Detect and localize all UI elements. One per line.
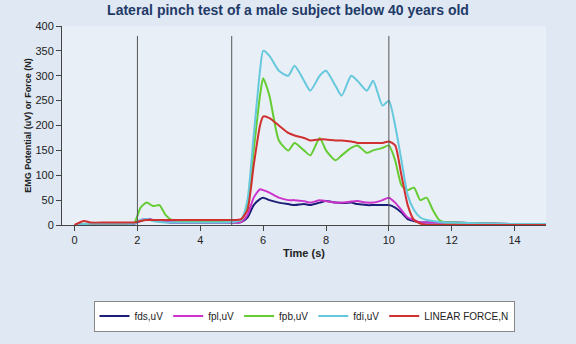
svg-text:fds,uV: fds,uV xyxy=(135,311,164,322)
svg-text:10: 10 xyxy=(383,234,395,246)
svg-text:Time (s): Time (s) xyxy=(283,247,325,259)
svg-text:350: 350 xyxy=(35,45,53,57)
svg-text:12: 12 xyxy=(446,234,458,246)
svg-text:fpb,uV: fpb,uV xyxy=(279,311,308,322)
svg-text:fpl,uV: fpl,uV xyxy=(208,311,234,322)
svg-text:fdi,uV: fdi,uV xyxy=(353,311,379,322)
svg-text:LINEAR FORCE,N: LINEAR FORCE,N xyxy=(424,311,508,322)
svg-text:50: 50 xyxy=(42,194,54,206)
svg-text:300: 300 xyxy=(35,70,53,82)
svg-text:100: 100 xyxy=(35,169,53,181)
svg-text:14: 14 xyxy=(508,234,520,246)
svg-text:250: 250 xyxy=(35,94,53,106)
svg-text:2: 2 xyxy=(134,234,140,246)
svg-text:8: 8 xyxy=(323,234,329,246)
svg-text:200: 200 xyxy=(35,119,53,131)
svg-text:4: 4 xyxy=(197,234,203,246)
svg-text:6: 6 xyxy=(260,234,266,246)
svg-text:150: 150 xyxy=(35,144,53,156)
svg-text:Lateral pinch test of a male s: Lateral pinch test of a male subject bel… xyxy=(107,2,469,18)
svg-text:EMG Potential (uV) or Force (N: EMG Potential (uV) or Force (N) xyxy=(23,58,33,193)
svg-text:0: 0 xyxy=(48,219,54,231)
svg-text:400: 400 xyxy=(35,20,53,32)
svg-text:0: 0 xyxy=(72,234,78,246)
